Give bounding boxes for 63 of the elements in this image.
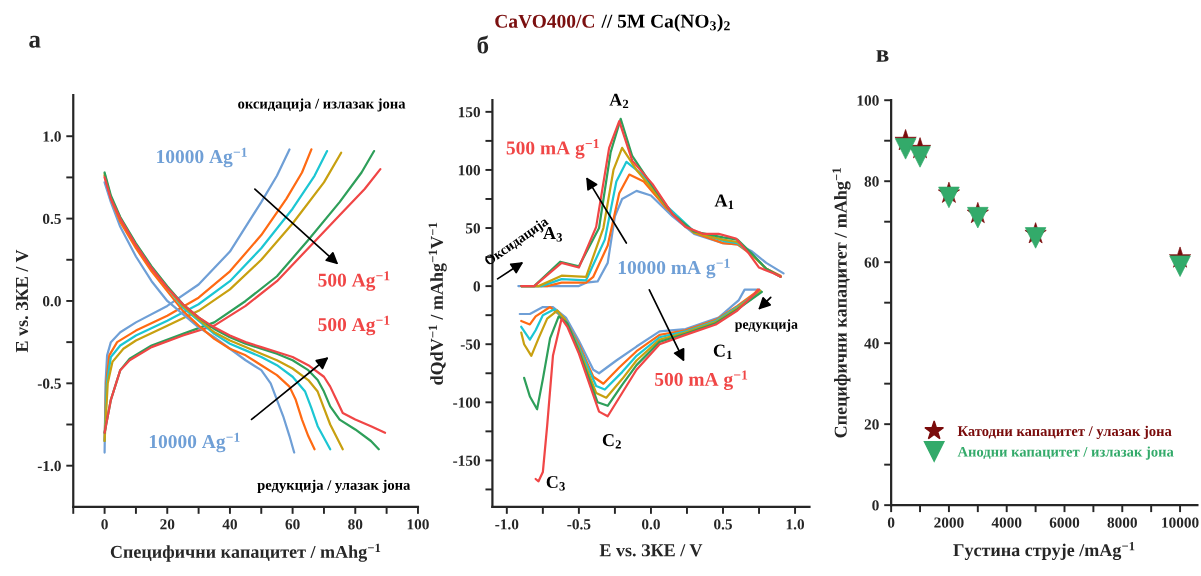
x-tick-label: 6000: [1049, 517, 1080, 528]
annotation: оксидација / излазак јона: [238, 98, 406, 112]
chart-title: в: [876, 50, 889, 62]
x-axis-title: Густина струје /mAg$^{−1}$: [953, 541, 1135, 561]
y-tick-label: 100: [458, 165, 481, 176]
series-label: 10000 mA g$^{−1}$: [618, 258, 730, 279]
x-axis-title: E vs. ЗКЕ / V: [599, 544, 703, 557]
text: 10000 Ag$^{−1}$: [149, 432, 240, 453]
x-tick-label: 100: [407, 519, 429, 530]
y-tick-label: 1.0: [43, 131, 61, 142]
y-tick-label: 50: [465, 223, 481, 234]
x-tick-label: 4000: [991, 517, 1022, 528]
y-tick-label: 0: [872, 500, 879, 511]
chart-title: а: [29, 35, 41, 48]
x-tick-label: 80: [348, 519, 363, 530]
y-tick-label: 40: [864, 338, 879, 349]
x-tick-label: 2000: [934, 517, 964, 528]
annotation: редукција: [734, 319, 798, 332]
x-tick-label: -0.5: [567, 519, 591, 530]
y-tick-label: -150: [453, 455, 481, 466]
annotation: редукција / улазак јона: [257, 479, 411, 493]
series-label: 500 Ag$^{−1}$: [318, 315, 390, 336]
x-axis-title: Специфични капацитет / mAhg$^{−1}$: [110, 543, 381, 562]
series-label: 10000 Ag$^{−1}$: [157, 147, 247, 168]
y-tick-label: 100: [857, 95, 879, 106]
x-tick-label: 0: [887, 517, 895, 528]
text: // 5M Ca(NO$_{3}$)$_{2}$: [601, 14, 730, 32]
y-tick-label: 80: [864, 176, 879, 187]
y-tick-label: 0.5: [42, 213, 61, 225]
y-axis-title: dQdV$^{−1}$ / mAhg$^{−1}$V$^{−1}$: [428, 222, 447, 385]
x-tick-label: 0: [101, 519, 108, 530]
legend-label: Анодни капацитет / излазак јона: [957, 446, 1174, 460]
x-tick-label: 0.5: [714, 519, 732, 530]
series-label: 500 mA g$^{−1}$: [506, 139, 599, 159]
annotation: A$_{2}$: [609, 93, 629, 109]
annotation: A$_{1}$: [714, 194, 734, 209]
y-tick-label: 0: [473, 281, 481, 292]
y-tick-label: 150: [458, 106, 481, 118]
x-tick-label: 60: [285, 519, 300, 530]
y-tick-label: 60: [864, 257, 879, 268]
y-tick-label: -0.5: [37, 378, 61, 389]
legend-label: Катодни капацитет / улазак јона: [957, 425, 1172, 440]
y-axis-title: Специфични капацитет / mAhg$^{−1}$: [832, 168, 851, 438]
annotation: C$_{1}$: [713, 344, 732, 360]
x-tick-label: 40: [222, 519, 237, 530]
y-tick-label: -100: [453, 397, 481, 408]
x-tick-label: 20: [160, 519, 175, 530]
series-label: 500 Ag$^{−1}$: [318, 271, 390, 291]
y-tick-label: -1.0: [37, 460, 61, 472]
text: CaVO400/C: [495, 14, 594, 28]
y-tick-label: 20: [864, 419, 879, 430]
y-tick-label: 0.0: [42, 296, 61, 307]
chart-title: б: [477, 35, 489, 54]
y-axis-title: E vs. ЗКЕ / V: [15, 249, 29, 353]
annotation: C$_{2}$: [602, 434, 621, 449]
x-tick-label: 10000: [1162, 517, 1199, 528]
series-label: 500 mA g$^{−1}$: [655, 370, 748, 391]
x-tick-label: -1.0: [495, 519, 519, 530]
x-tick-label: 1.0: [786, 519, 805, 530]
annotation: C$_{3}$: [546, 475, 565, 491]
x-tick-label: 0.0: [641, 519, 660, 530]
x-tick-label: 8000: [1107, 517, 1137, 528]
y-tick-label: -50: [460, 339, 481, 350]
